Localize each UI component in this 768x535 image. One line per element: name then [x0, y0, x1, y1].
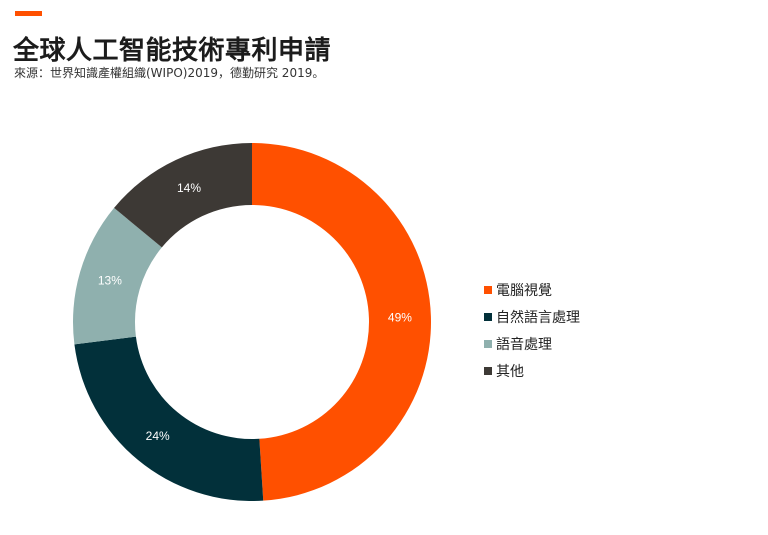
legend-item-3: 其他: [484, 357, 580, 384]
page-title: 全球人工智能技術專利申請: [13, 36, 332, 66]
chart-legend: 電腦視覺自然語言處理 語音處理其他: [484, 276, 580, 384]
legend-swatch-3: [484, 366, 492, 375]
donut-slice-2: [73, 207, 162, 345]
donut-slice-1: [74, 336, 264, 501]
donut-slice-3: [114, 143, 253, 248]
legend-swatch-2: [484, 339, 492, 348]
accent-bar: [15, 11, 42, 16]
legend-swatch-0: [484, 285, 492, 294]
legend-label-2: 語音處理: [496, 336, 552, 353]
legend-label-0: 電腦視覺: [496, 282, 552, 299]
legend-swatch-1: [484, 312, 492, 321]
legend-label-1: 自然語言處理: [496, 309, 580, 326]
legend-item-1: 自然語言處理: [484, 303, 580, 330]
source-note: 來源：世界知識產權組織(WIPO)2019，德勤研究 2019。: [14, 66, 325, 80]
legend-item-2: 語音處理: [484, 330, 580, 357]
donut-slice-0: [252, 143, 431, 501]
legend-item-0: 電腦視覺: [484, 276, 580, 303]
slice-value-label-1: 24%: [146, 429, 170, 443]
slice-value-label-3: 14%: [177, 181, 201, 195]
legend-label-3: 其他: [496, 363, 524, 380]
slice-value-label-0: 49%: [388, 310, 412, 324]
slice-value-label-2: 13%: [98, 274, 122, 288]
